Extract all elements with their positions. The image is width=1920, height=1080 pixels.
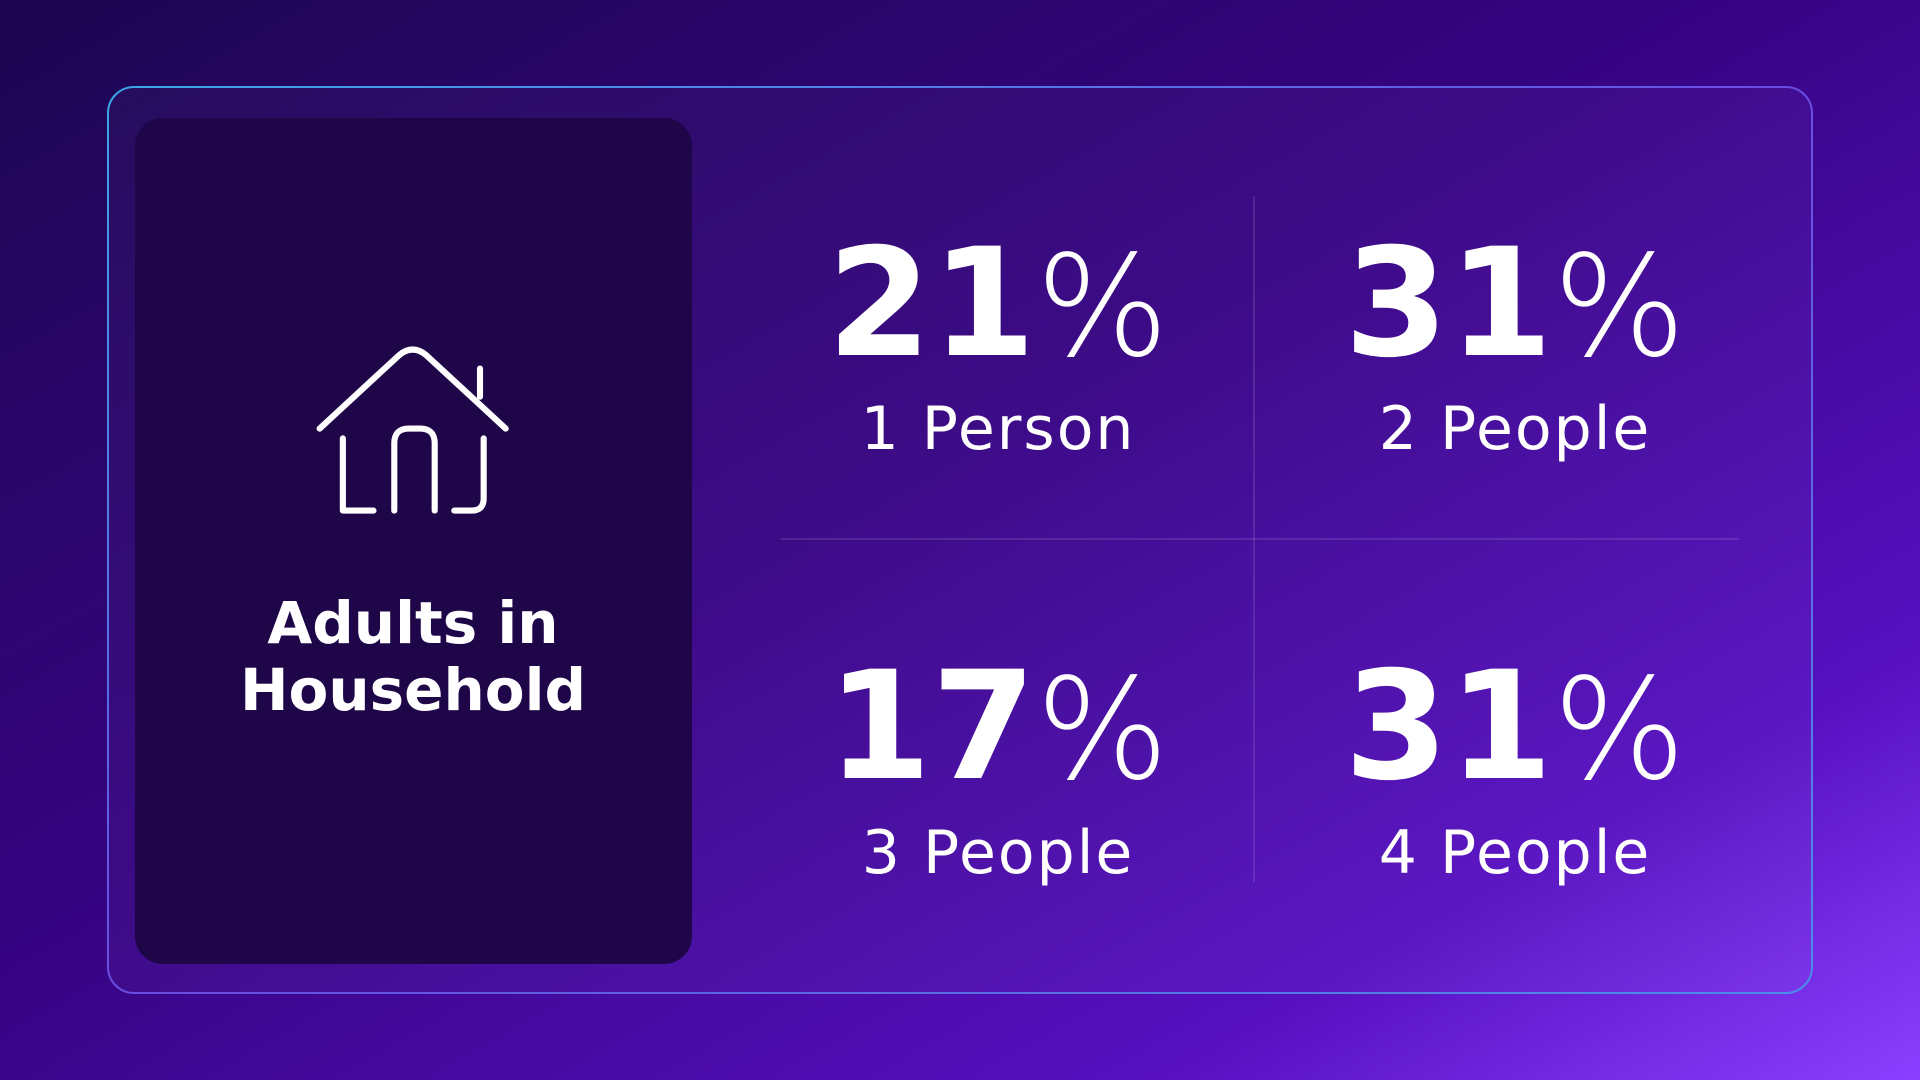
panel (107, 86, 1813, 994)
stat-value: 17% (827, 640, 1169, 814)
stat-number: 31 (1344, 217, 1553, 391)
stat-number: 17 (827, 640, 1036, 814)
stat-sign: % (1553, 226, 1686, 389)
stat-number: 21 (827, 217, 1036, 391)
stat-sign: % (1036, 649, 1169, 812)
title-line: Adults in (267, 589, 558, 657)
house-icon (316, 346, 509, 514)
stat-label: 1 Person (861, 394, 1136, 464)
stat-value: 31% (1344, 640, 1686, 814)
stat-number: 31 (1344, 640, 1553, 814)
stat-label: 4 People (1379, 818, 1652, 888)
stat-label: 3 People (862, 818, 1135, 888)
title-card (135, 118, 692, 964)
stat-sign: % (1036, 226, 1169, 389)
stat-sign: % (1553, 649, 1686, 812)
stat-value: 31% (1344, 217, 1686, 391)
title-line: Household (240, 656, 586, 724)
stat-value: 21% (827, 217, 1169, 391)
stat-label: 2 People (1379, 394, 1652, 464)
